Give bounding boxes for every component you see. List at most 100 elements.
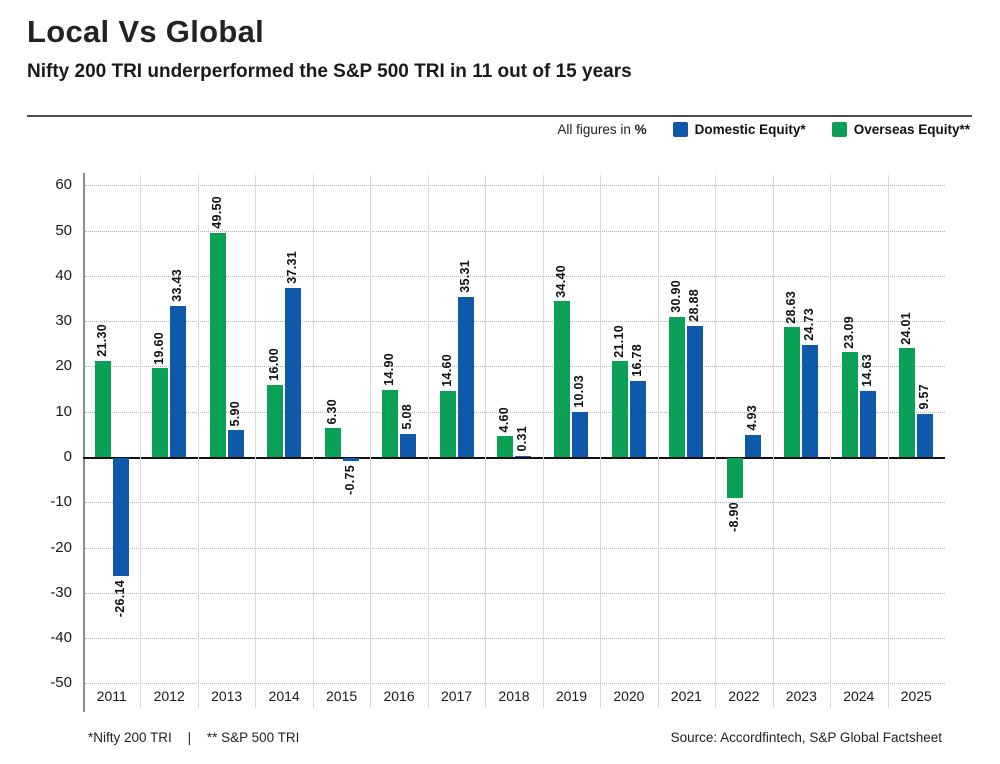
bar-value-label: 24.01 bbox=[899, 311, 914, 345]
vertical-gridline bbox=[255, 175, 257, 708]
x-tick-label: 2018 bbox=[498, 688, 530, 704]
x-tick-label: 2012 bbox=[153, 688, 185, 704]
page-title: Local Vs Global bbox=[27, 14, 265, 49]
footnote-separator: | bbox=[187, 730, 192, 745]
chart-footer: *Nifty 200 TRI | ** S&P 500 TRI Source: … bbox=[88, 730, 942, 745]
bar-overseas-equity-2024 bbox=[841, 352, 858, 457]
vertical-gridline bbox=[600, 175, 602, 708]
domestic-equity-swatch bbox=[672, 122, 688, 137]
vertical-gridline bbox=[140, 175, 142, 708]
bar-value-label: 21.10 bbox=[611, 324, 626, 358]
bar-value-label: 5.08 bbox=[400, 404, 415, 431]
overseas-equity-swatch bbox=[831, 122, 847, 137]
bar-overseas-equity-2020 bbox=[611, 361, 628, 457]
y-axis-line bbox=[83, 173, 85, 712]
horizontal-gridline bbox=[85, 502, 945, 504]
legend-item-overseas: Overseas Equity** bbox=[831, 122, 970, 137]
bar-value-label: 19.60 bbox=[152, 331, 167, 365]
bar-value-label: -8.90 bbox=[726, 502, 741, 533]
bar-value-label: 34.40 bbox=[554, 264, 569, 298]
bar-overseas-equity-2022 bbox=[726, 458, 743, 499]
bar-value-label: -0.75 bbox=[342, 465, 357, 496]
vertical-gridline bbox=[427, 175, 429, 708]
bar-value-label: 28.88 bbox=[687, 289, 702, 323]
y-tick-label: 0 bbox=[63, 448, 72, 465]
y-tick-label: -30 bbox=[50, 583, 72, 601]
bar-value-label: 16.78 bbox=[629, 344, 644, 378]
footnote-domestic: *Nifty 200 TRI bbox=[88, 730, 172, 745]
horizontal-gridline bbox=[85, 230, 945, 232]
x-tick-label: 2024 bbox=[843, 688, 875, 704]
y-tick-label: -40 bbox=[50, 629, 72, 647]
bar-domestic-equity-2017 bbox=[457, 297, 474, 457]
bar-overseas-equity-2025 bbox=[899, 348, 916, 457]
legend-note: All figures in % bbox=[557, 122, 646, 137]
bar-domestic-equity-2020 bbox=[629, 381, 646, 457]
x-tick-label: 2014 bbox=[268, 688, 300, 704]
bar-domestic-equity-2015 bbox=[342, 458, 359, 462]
bar-value-label: 23.09 bbox=[841, 315, 856, 349]
vertical-gridline bbox=[657, 175, 659, 708]
bar-overseas-equity-2019 bbox=[554, 301, 571, 457]
x-tick-label: 2021 bbox=[670, 688, 702, 704]
vertical-gridline bbox=[887, 175, 889, 708]
bar-value-label: 49.50 bbox=[209, 196, 224, 229]
vertical-gridline bbox=[312, 175, 314, 708]
legend-item-label: Domestic Equity* bbox=[694, 122, 806, 137]
bar-value-label: 14.60 bbox=[439, 354, 454, 387]
bar-overseas-equity-2021 bbox=[669, 317, 686, 457]
vertical-gridline bbox=[197, 175, 199, 708]
bar-domestic-equity-2013 bbox=[227, 430, 244, 457]
horizontal-gridline bbox=[85, 275, 945, 277]
bar-value-label: 16.00 bbox=[267, 347, 282, 381]
y-tick-label: 10 bbox=[55, 402, 72, 420]
bar-overseas-equity-2015 bbox=[324, 428, 341, 457]
y-tick-label: -20 bbox=[50, 538, 72, 556]
y-tick-label: 30 bbox=[55, 312, 72, 330]
x-tick-label: 2020 bbox=[613, 688, 645, 704]
y-tick-label: 20 bbox=[55, 357, 72, 375]
y-tick-label: 50 bbox=[55, 221, 72, 239]
bar-domestic-equity-2024 bbox=[859, 390, 876, 457]
legend-item-domestic: Domestic Equity* bbox=[672, 122, 806, 137]
horizontal-gridline bbox=[85, 411, 945, 413]
vertical-gridline bbox=[542, 175, 544, 708]
bar-domestic-equity-2014 bbox=[285, 288, 302, 457]
y-tick-label: 40 bbox=[55, 266, 72, 284]
x-tick-label: 2017 bbox=[440, 688, 473, 704]
legend-note-unit: % bbox=[634, 122, 647, 137]
bar-overseas-equity-2017 bbox=[439, 390, 456, 457]
bar-overseas-equity-2018 bbox=[497, 436, 513, 457]
bar-value-label: 4.93 bbox=[744, 405, 759, 431]
bar-value-label: 24.73 bbox=[802, 308, 817, 342]
bar-overseas-equity-2023 bbox=[784, 327, 801, 457]
bar-value-label: 10.03 bbox=[572, 374, 587, 408]
horizontal-gridline bbox=[85, 185, 945, 187]
source-attribution: Source: Accordfintech, S&P Global Factsh… bbox=[670, 730, 942, 745]
grouped-bar-chart: 60 50 40 30 20 10 0 -10 -20 -30 -40 -50 2011 2012 2013… bbox=[0, 160, 1000, 720]
bar-value-label: 30.90 bbox=[669, 280, 684, 314]
bar-value-label: 28.63 bbox=[784, 290, 799, 324]
legend-note-text: All figures in bbox=[557, 122, 631, 137]
bar-value-label: 9.57 bbox=[917, 384, 932, 410]
x-tick-label: 2023 bbox=[785, 688, 817, 704]
legend-item-label: Overseas Equity** bbox=[853, 122, 970, 137]
vertical-gridline bbox=[830, 175, 832, 708]
bar-value-label: 6.30 bbox=[324, 398, 339, 425]
horizontal-gridline bbox=[85, 547, 945, 549]
bar-overseas-equity-2014 bbox=[267, 384, 284, 457]
bar-value-label: 0.31 bbox=[515, 426, 529, 452]
footnote-overseas: ** S&P 500 TRI bbox=[206, 730, 300, 745]
vertical-gridline bbox=[715, 175, 717, 708]
x-tick-label: 2022 bbox=[728, 688, 760, 704]
bar-domestic-equity-2021 bbox=[687, 326, 704, 457]
vertical-gridline bbox=[772, 175, 774, 708]
bar-domestic-equity-2022 bbox=[744, 434, 761, 457]
x-tick-label: 2015 bbox=[326, 688, 358, 704]
bar-value-label: 35.31 bbox=[457, 260, 472, 294]
bar-value-label: 37.31 bbox=[285, 251, 300, 285]
x-tick-label: 2013 bbox=[211, 688, 243, 704]
x-tick-label: 2016 bbox=[383, 688, 415, 704]
vertical-gridline bbox=[370, 175, 372, 708]
